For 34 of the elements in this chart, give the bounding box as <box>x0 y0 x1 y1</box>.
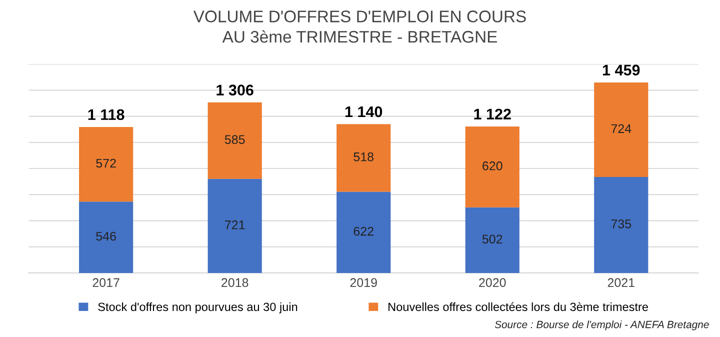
source-note: Source : Bourse de l'emploi - ANEFA Bretagne <box>494 320 709 330</box>
data-label: 585 <box>224 135 245 144</box>
data-label: 572 <box>96 158 116 168</box>
bar <box>465 207 520 273</box>
data-label: 721 <box>225 220 245 230</box>
x-tick-label: 2021 <box>608 278 634 288</box>
bar <box>594 176 648 273</box>
data-label: 546 <box>96 232 116 241</box>
total-label: 1 459 <box>602 64 640 76</box>
total-label: 1 122 <box>474 108 511 120</box>
bar <box>594 82 648 177</box>
bar <box>336 192 391 273</box>
data-label: 620 <box>482 161 502 170</box>
bar <box>79 126 134 202</box>
data-label: 724 <box>611 124 632 133</box>
bar <box>465 126 520 208</box>
data-label: 622 <box>354 226 374 236</box>
x-tick-label: 2018 <box>222 278 248 288</box>
bar <box>336 124 391 192</box>
legend-label: Stock d'offres non pourvues au 30 juin <box>98 302 298 314</box>
data-label: 735 <box>611 219 632 228</box>
total-label: 1 306 <box>216 84 254 96</box>
legend-label: Nouvelles offres collectées lors du 3ème trimestre <box>388 302 648 312</box>
total-label: 1 118 <box>88 109 124 120</box>
bar <box>208 102 262 179</box>
x-tick-label: 2017 <box>92 278 120 288</box>
bar <box>79 202 134 273</box>
x-tick-label: 2019 <box>350 278 377 288</box>
total-label: 1 140 <box>345 106 382 118</box>
data-label: 502 <box>482 234 502 244</box>
bar <box>208 178 262 273</box>
x-tick-label: 2020 <box>479 278 506 288</box>
chart-title: VOLUME D'OFFRES D'EMPLOI EN COURS AU 3ème TRIMESTRE - BRETAGNE <box>193 10 526 43</box>
data-label: 518 <box>354 152 374 162</box>
